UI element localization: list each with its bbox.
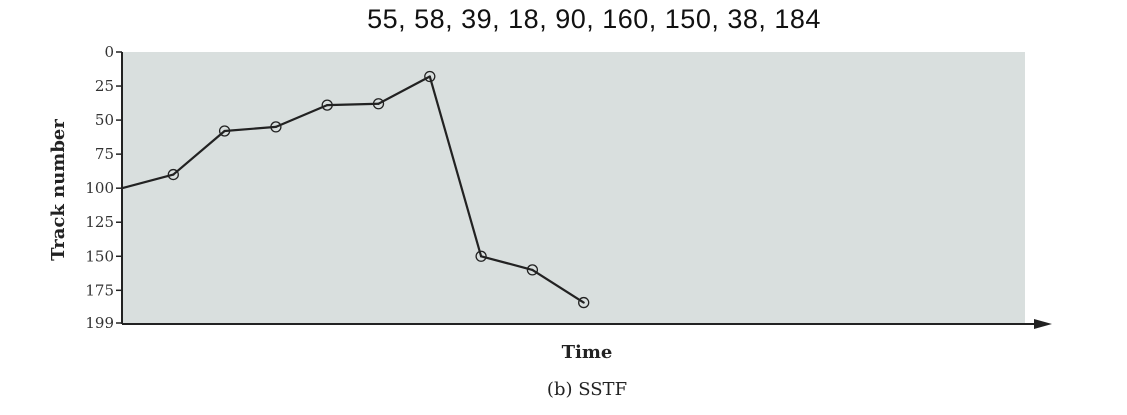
seek-point-marker	[270, 121, 282, 133]
plot-area	[122, 52, 1025, 323]
y-tick-label: 0	[104, 43, 114, 61]
y-tick-label: 150	[85, 247, 114, 265]
y-tick-label: 125	[85, 213, 114, 231]
x-axis-arrowhead	[1034, 319, 1052, 329]
request-sequence-text: 55, 58, 39, 18, 90, 160, 150, 38, 184	[367, 4, 821, 34]
x-axis-title: Time	[562, 342, 613, 363]
seek-segment	[377, 75, 431, 105]
seek-point-marker	[578, 296, 590, 309]
y-axis-title: Track number	[48, 119, 69, 261]
seek-segment	[326, 102, 380, 107]
y-tick-label: 50	[95, 111, 114, 129]
y-tick-label: 100	[85, 179, 114, 197]
seek-point-marker	[475, 250, 487, 262]
seek-point-marker	[218, 125, 231, 137]
seek-segment	[428, 75, 483, 258]
seek-point-marker	[321, 99, 333, 111]
y-tick-label: 175	[85, 281, 114, 299]
y-tick-label: 25	[95, 77, 114, 95]
seek-segment	[120, 173, 175, 190]
seek-point-marker	[424, 70, 436, 83]
seek-segment	[172, 129, 226, 176]
seek-segment	[223, 125, 277, 133]
y-tick-label: 75	[95, 145, 114, 163]
y-tick-label: 199	[85, 314, 114, 332]
chart-caption: (b) SSTF	[547, 379, 627, 400]
seek-segment	[531, 268, 585, 304]
seek-point-marker	[372, 98, 385, 110]
seek-point-marker	[167, 168, 179, 181]
seek-segment	[274, 104, 329, 128]
seek-point-marker	[526, 264, 539, 276]
seek-segment	[480, 255, 534, 271]
